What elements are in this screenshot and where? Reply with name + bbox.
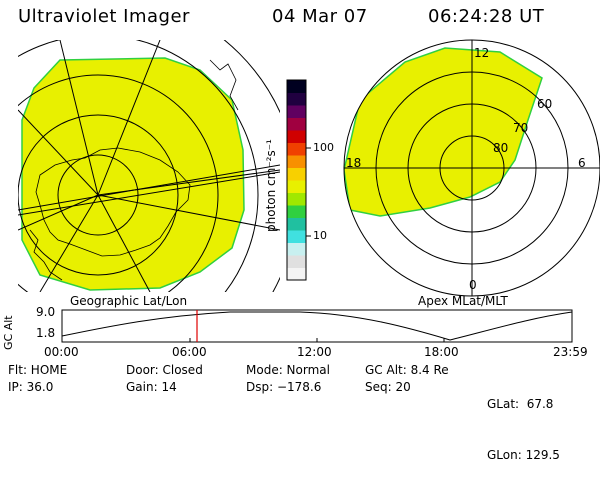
altitude-plot-frame — [61, 309, 573, 343]
colorbar-segment — [287, 230, 306, 243]
colorbar-segment — [287, 105, 306, 118]
mlt-label-6: 6 — [578, 156, 586, 170]
colorbar-segment — [287, 117, 306, 131]
status-col-4: GC Alt: 8.4 Re Seq: 20 — [365, 362, 449, 396]
meridian-1 — [97, 40, 161, 196]
colorbar-frame — [286, 79, 307, 281]
status-col-3: Mode: Normal Dsp: −178.6 — [246, 362, 330, 396]
colorbar-segment — [287, 255, 306, 268]
uvi-scene — [18, 39, 600, 343]
status-glat: GLat: 67.8 — [487, 397, 554, 411]
time-tick-2: 12:00 — [297, 345, 332, 359]
status-mode: Mode: Normal — [246, 363, 330, 377]
status-gain: Gain: 14 — [126, 380, 177, 394]
mlt-label-18: 18 — [346, 156, 362, 170]
colorbar-segment — [287, 267, 306, 281]
meridian-8 — [97, 194, 280, 231]
time-tick-0: 00:00 — [44, 345, 79, 359]
aurora-image-right — [344, 47, 543, 217]
geographic-map — [18, 40, 280, 292]
colorbar-label-100: 100 — [313, 141, 334, 154]
terminator-line-2 — [18, 171, 280, 216]
coastline-2 — [29, 229, 63, 281]
colorbar-segment — [287, 242, 306, 256]
meridian-4 — [18, 194, 99, 231]
lat-circle-3 — [18, 74, 219, 292]
status-glon: GLon: 129.5 — [487, 448, 560, 462]
lat-circle-2 — [18, 114, 179, 276]
aurora-image-left — [21, 57, 245, 291]
orbit-altitude-curve — [61, 311, 573, 341]
colorbar-segment — [287, 92, 306, 106]
colorbar-segment — [287, 167, 306, 181]
colorbar — [287, 80, 306, 281]
mlt-label-0: 0 — [469, 278, 477, 292]
geographic-label: Geographic Lat/Lon — [70, 294, 188, 308]
status-col-2: Door: Closed Gain: 14 — [126, 362, 203, 396]
apex-label: Apex MLat/MLT — [418, 294, 508, 308]
mlt-label-12: 12 — [474, 46, 490, 60]
status-col-5: GLat: 67.8 GLon: 129.5 — [487, 362, 560, 481]
meridian-2 — [59, 40, 99, 196]
observation-time: 06:24:28 UT — [428, 6, 545, 27]
status-flt: Flt: HOME — [8, 363, 68, 377]
apex-polar-plot — [343, 39, 600, 297]
mlat-label-60: 60 — [537, 97, 553, 111]
altitude-ymin: 1.8 — [36, 326, 56, 340]
coastline-3 — [209, 59, 239, 111]
altitude-plot — [61, 309, 573, 343]
status-door: Door: Closed — [126, 363, 203, 377]
colorbar-segment — [287, 205, 306, 218]
altitude-axis-label: GC Alt — [2, 315, 15, 350]
colorbar-segment — [287, 130, 306, 143]
status-col-1: Flt: HOME IP: 36.0 — [8, 362, 67, 396]
time-tick-3: 18:00 — [424, 345, 459, 359]
status-gc-alt: GC Alt: 8.4 Re — [365, 363, 449, 377]
observation-date: 04 Mar 07 — [272, 6, 368, 27]
altitude-ymax: 9.0 — [36, 305, 56, 319]
meridian-6 — [97, 194, 151, 292]
status-ip: IP: 36.0 — [8, 380, 54, 394]
colorbar-segment — [287, 155, 306, 168]
colorbar-segment — [287, 217, 306, 231]
colorbar-segment — [287, 80, 306, 93]
colorbar-segment — [287, 180, 306, 193]
status-dsp: Dsp: −178.6 — [246, 380, 322, 394]
time-tick-4: 23:59 — [553, 345, 588, 359]
status-seq: Seq: 20 — [365, 380, 411, 394]
colorbar-segment — [287, 192, 306, 206]
instrument-title: Ultraviolet Imager — [18, 6, 190, 27]
mlat-label-70: 70 — [513, 121, 529, 135]
meridian-3 — [18, 109, 99, 196]
colorbar-segment — [287, 142, 306, 156]
terminator-line — [18, 164, 280, 211]
colorbar-unit-label: photon cm⁻²s⁻¹ — [264, 139, 278, 232]
time-tick-1: 06:00 — [172, 345, 207, 359]
lat-circle-4 — [18, 40, 259, 292]
mlat-label-80: 80 — [493, 141, 509, 155]
coastline — [35, 147, 191, 257]
colorbar-label-10: 10 — [313, 229, 327, 242]
